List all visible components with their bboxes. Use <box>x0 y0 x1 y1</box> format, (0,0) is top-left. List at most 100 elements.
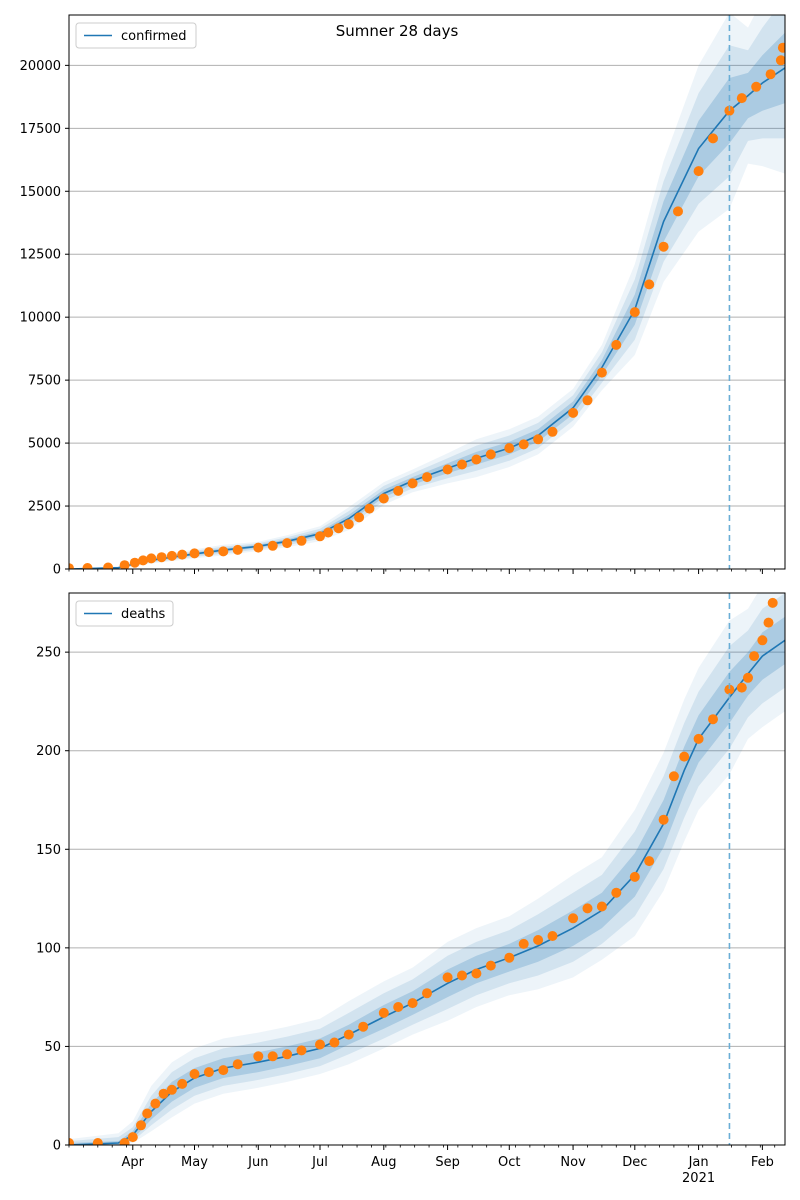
observed-point <box>129 557 140 568</box>
plot-frame <box>68 14 786 570</box>
observed-point <box>533 935 544 945</box>
observed-point <box>343 1029 354 1040</box>
observed-point <box>765 69 776 80</box>
observed-point <box>596 901 607 912</box>
y-tick-label: 100 <box>36 941 61 956</box>
observed-point <box>679 751 690 762</box>
legend: confirmed <box>75 22 197 49</box>
observed-point <box>708 714 718 725</box>
x-tick-label: Feb <box>751 1155 774 1170</box>
x-tick-label: Jun <box>247 1155 268 1170</box>
observed-point <box>378 1007 389 1018</box>
y-tick-label: 150 <box>36 843 61 858</box>
y-tick-label: 20000 <box>20 59 61 74</box>
observed-point <box>393 485 404 496</box>
observed-point <box>92 1138 103 1145</box>
observed-point <box>69 1138 74 1145</box>
observed-point <box>644 856 655 867</box>
observed-point <box>323 527 334 538</box>
observed-point <box>82 563 93 569</box>
observed-point <box>119 560 130 569</box>
observed-point <box>485 449 496 460</box>
observed-point <box>533 434 544 445</box>
x-tick-label: Apr <box>122 1155 145 1170</box>
observed-point <box>253 1051 264 1062</box>
observed-point <box>218 1065 229 1076</box>
observed-point <box>568 913 579 924</box>
plot-area <box>69 593 785 1145</box>
observed-point <box>736 93 747 104</box>
observed-point <box>142 1108 153 1119</box>
observed-point <box>504 952 515 963</box>
x-tick-label: Aug <box>371 1155 396 1170</box>
observed-point <box>393 1002 404 1012</box>
x-tick-label: Nov <box>560 1155 586 1170</box>
observed-point <box>253 542 264 553</box>
observed-point <box>119 1138 130 1145</box>
observed-point <box>582 395 593 406</box>
observed-point <box>407 998 418 1009</box>
observed-point <box>751 81 762 92</box>
observed-point <box>138 555 149 566</box>
observed-point <box>471 454 482 465</box>
observed-point <box>282 1049 293 1060</box>
observed-point <box>296 535 307 546</box>
y-tick-label: 0 <box>53 1139 61 1154</box>
y-tick-label: 15000 <box>20 185 61 200</box>
observed-point <box>103 562 114 569</box>
observed-point <box>547 931 558 941</box>
observed-point <box>189 548 200 559</box>
observed-point <box>422 472 432 483</box>
observed-point <box>757 635 768 646</box>
observed-point <box>693 166 704 177</box>
y-tick-label: 2500 <box>28 500 61 515</box>
observed-point <box>596 367 607 378</box>
y-tick-label: 12500 <box>20 248 61 263</box>
observed-point <box>724 684 735 695</box>
x-tick-label: Jan <box>688 1155 709 1170</box>
observed-point <box>457 970 467 981</box>
observed-point <box>166 550 177 561</box>
observed-point <box>743 672 753 683</box>
uncertainty-band-3 <box>69 15 785 569</box>
observed-point <box>333 523 344 534</box>
observed-point <box>763 617 774 628</box>
observed-point <box>629 871 640 882</box>
observed-point <box>518 938 529 949</box>
uncertainty-band-1 <box>69 616 785 1145</box>
observed-point <box>267 1051 278 1062</box>
uncertainty-band-1 <box>69 32 785 569</box>
observed-point <box>457 459 467 470</box>
observed-point <box>518 439 529 450</box>
observed-point <box>315 531 325 542</box>
observed-point <box>407 478 418 489</box>
observed-point <box>708 133 718 144</box>
observed-point <box>267 540 278 551</box>
observed-point <box>232 544 243 555</box>
plot-area <box>69 15 785 569</box>
y-tick-label: 10000 <box>20 311 61 326</box>
legend-box <box>75 600 174 627</box>
y-tick-label: 50 <box>44 1040 61 1055</box>
legend: deaths <box>75 600 174 627</box>
observed-point <box>127 1132 138 1143</box>
observed-point <box>504 443 515 454</box>
confirmed-panel: 0 2500 5000 7500 10000 12500 15000 17500 20000 co… <box>20 14 786 578</box>
observed-point <box>629 307 640 318</box>
x-tick-label: Oct <box>498 1155 520 1170</box>
observed-point <box>582 903 593 914</box>
observed-point <box>547 426 558 437</box>
observed-point <box>203 1067 214 1078</box>
observed-point <box>329 1037 340 1048</box>
observed-point <box>485 960 496 971</box>
observed-point <box>69 563 74 569</box>
observed-point <box>156 552 167 563</box>
observed-point <box>150 1098 161 1109</box>
y-tick-label: 200 <box>36 744 61 759</box>
x-tick-label: Jul <box>311 1155 328 1170</box>
observed-point <box>354 512 365 523</box>
observed-point <box>749 651 760 662</box>
observed-point <box>658 814 669 825</box>
